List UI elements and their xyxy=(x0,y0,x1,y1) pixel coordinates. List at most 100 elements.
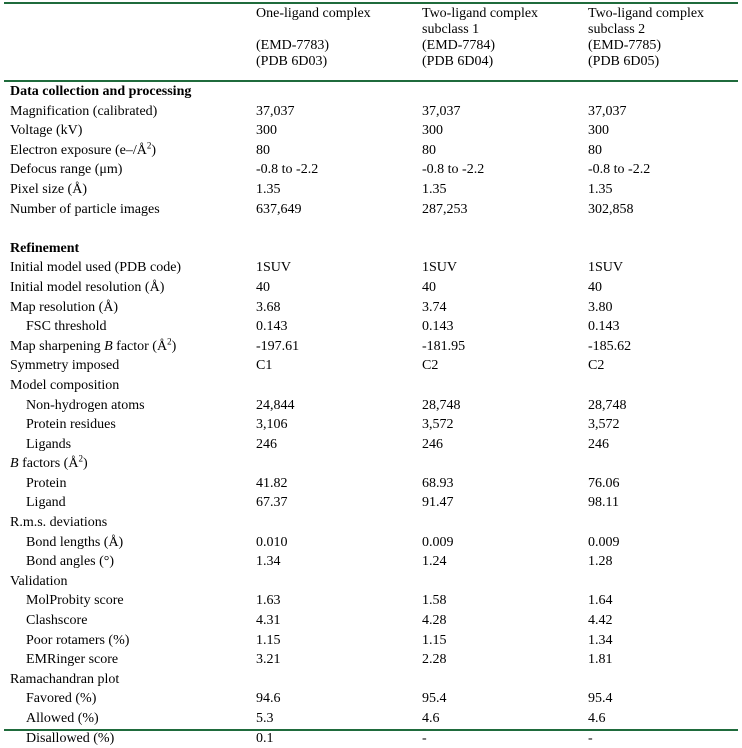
cell-value: 1.81 xyxy=(588,652,613,668)
row-label-label: MolProbity score xyxy=(26,593,124,609)
row-label-sup: 2 xyxy=(167,336,172,347)
cell-value: 3,106 xyxy=(256,417,288,433)
cell-value: -0.8 to -2.2 xyxy=(256,162,319,178)
cell-value: 28,748 xyxy=(422,397,461,413)
column-header-two-ligand-subclass-2: Two-ligand complex subclass 2 (EMD-7785)… xyxy=(588,6,704,70)
row-label-label: Clashscore xyxy=(26,613,88,629)
row-label-suffix: ) xyxy=(171,338,177,354)
cell-value: 3.80 xyxy=(588,299,613,315)
table-row: Ramachandran plot xyxy=(0,670,742,690)
cell-value: 0.009 xyxy=(588,534,620,550)
table-row: Validation xyxy=(0,572,742,592)
row-label-label: Bond angles (°) xyxy=(26,554,115,570)
table-row: Ligand 67.37 91.47 98.11 xyxy=(0,493,742,513)
row-label: Disallowed (%) xyxy=(26,729,114,748)
row-label-label: Allowed (%) xyxy=(26,711,99,726)
row-label-italic: B xyxy=(10,456,19,472)
cell-value: 3.21 xyxy=(256,652,281,668)
row-label-label: Pixel size (Å) xyxy=(10,181,87,197)
row-label-label: Protein xyxy=(26,475,67,491)
row-label-label: Voltage (kV) xyxy=(10,123,83,139)
cell-value: 28,748 xyxy=(588,397,627,413)
cell-value: 1.34 xyxy=(588,632,613,648)
table-row: Symmetry imposed C1 C2 C2 xyxy=(0,356,742,376)
column-header-line: (PDB 6D03) xyxy=(256,54,328,69)
row-label-rest: factor (Å xyxy=(112,338,168,354)
cell-value: -181.95 xyxy=(422,338,466,354)
row-label: Magnification (calibrated) xyxy=(10,102,157,122)
row-label: Protein residues xyxy=(26,415,116,435)
cell-value: 94.6 xyxy=(256,691,281,707)
cell-value: -0.8 to -2.2 xyxy=(422,162,485,178)
row-label: Voltage (kV) xyxy=(10,121,82,141)
cell-value: 1.64 xyxy=(588,593,613,609)
cell-value: C2 xyxy=(422,358,439,374)
header-rule xyxy=(4,80,738,82)
cell-value: 40 xyxy=(256,279,270,295)
column-header-line: Two-ligand complex xyxy=(422,6,539,21)
row-label: Ligand xyxy=(26,493,66,513)
column-header-line: (PDB 6D05) xyxy=(588,54,660,69)
cell-value: 0.143 xyxy=(422,319,454,335)
table-row: Disallowed (%) 0.1 - - xyxy=(0,729,742,748)
cell-value: 41.82 xyxy=(256,475,288,491)
row-label-label: Number of particle images xyxy=(10,201,160,217)
column-header-line: (PDB 6D04) xyxy=(422,54,494,69)
row-label: Poor rotamers (%) xyxy=(26,631,129,651)
table-row: Poor rotamers (%) 1.15 1.15 1.34 xyxy=(0,631,742,651)
cell-value: 3.74 xyxy=(422,299,447,315)
cell-value: -185.62 xyxy=(588,338,632,354)
cell-value: 80 xyxy=(256,142,270,158)
cell-value: 1SUV xyxy=(588,260,624,276)
row-label-suffix: ) xyxy=(82,456,88,472)
cell-value: 76.06 xyxy=(588,475,620,491)
table-row: Number of particle images 637,649 287,253 3… xyxy=(0,200,742,220)
table-row: Favored (%) 94.6 95.4 95.4 xyxy=(0,689,742,709)
row-label-label: Bond lengths (Å) xyxy=(26,534,124,550)
cell-value: 37,037 xyxy=(256,103,295,119)
table-row: Protein residues 3,106 3,572 3,572 xyxy=(0,415,742,435)
row-label: EMRinger score xyxy=(26,650,118,670)
table-row: Map resolution (Å) 3.68 3.74 3.80 xyxy=(0,298,742,318)
cell-value: 4.28 xyxy=(422,613,447,629)
cell-value: 1SUV xyxy=(422,260,458,276)
table-row: Magnification (calibrated) 37,037 37,037 37… xyxy=(0,102,742,122)
row-label: Map resolution (Å) xyxy=(10,298,118,318)
table-row: Clashscore 4.31 4.28 4.42 xyxy=(0,611,742,631)
row-label: Initial model used (PDB code) xyxy=(10,258,181,278)
table-row: Allowed (%) 5.3 4.6 4.6 xyxy=(0,709,742,729)
cell-value: 0.009 xyxy=(422,534,454,550)
cell-value: 98.11 xyxy=(588,495,619,511)
cell-value: 95.4 xyxy=(422,691,447,707)
row-label: B factors (Å2) xyxy=(10,454,88,474)
row-label-italic: B xyxy=(104,338,113,354)
table-row: MolProbity score 1.63 1.58 1.64 xyxy=(0,591,742,611)
row-label: Model composition xyxy=(10,376,119,396)
row-label: Allowed (%) xyxy=(26,709,99,729)
row-label: Non-hydrogen atoms xyxy=(26,396,145,416)
row-label: MolProbity score xyxy=(26,591,124,611)
row-label: FSC threshold xyxy=(26,317,107,337)
cell-value: C2 xyxy=(588,358,605,374)
cell-value: 95.4 xyxy=(588,691,613,707)
row-label-label: Initial model used (PDB code) xyxy=(10,260,182,276)
cell-value: 300 xyxy=(588,123,609,139)
cell-value: 1.35 xyxy=(422,181,447,197)
row-label: Map sharpening B factor (Å2) xyxy=(10,337,176,357)
row-label: Initial model resolution (Å) xyxy=(10,278,164,298)
row-label-label: Ligands xyxy=(26,436,72,452)
cell-value: 80 xyxy=(422,142,436,158)
cell-value: 0.143 xyxy=(256,319,288,335)
cell-value: 4.6 xyxy=(422,711,440,726)
cell-value: 246 xyxy=(256,436,277,452)
row-label-label: Map resolution (Å) xyxy=(10,299,119,315)
table-row: Bond angles (°) 1.34 1.24 1.28 xyxy=(0,552,742,572)
column-header-line: (EMD-7783) xyxy=(256,38,330,53)
cell-value: 0.1 xyxy=(256,730,274,746)
table-row: Ligands 246 246 246 xyxy=(0,435,742,455)
column-header-line: (EMD-7785) xyxy=(588,38,662,53)
cell-value: 4.42 xyxy=(588,613,613,629)
row-label-label: Ramachandran plot xyxy=(10,671,120,687)
row-label: R.m.s. deviations xyxy=(10,513,107,533)
cell-value: 67.37 xyxy=(256,495,288,511)
